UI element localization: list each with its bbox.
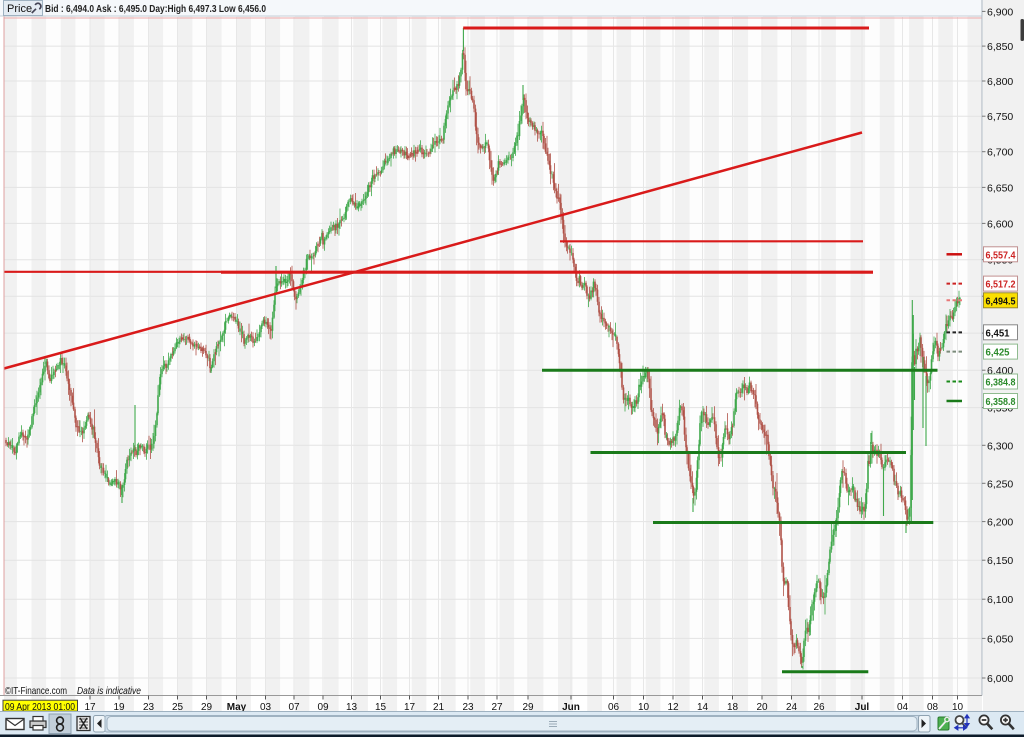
svg-text:24: 24	[786, 702, 798, 713]
svg-text:6,750: 6,750	[987, 111, 1013, 123]
svg-text:©IT-Finance.com: ©IT-Finance.com	[5, 685, 67, 697]
svg-text:09: 09	[317, 702, 329, 713]
svg-text:17: 17	[404, 702, 416, 713]
svg-text:6,100: 6,100	[987, 594, 1013, 606]
svg-text:18: 18	[727, 702, 739, 713]
svg-text:6,384.8: 6,384.8	[986, 377, 1016, 389]
svg-text:27: 27	[491, 702, 503, 713]
svg-text:07: 07	[288, 702, 300, 713]
svg-text:6,200: 6,200	[987, 517, 1013, 529]
svg-text:17: 17	[84, 702, 96, 713]
svg-text:6,517.2: 6,517.2	[986, 279, 1016, 291]
svg-text:26: 26	[813, 702, 825, 713]
svg-text:21: 21	[433, 702, 445, 713]
svg-text:May: May	[227, 702, 247, 713]
svg-text:Price: Price	[7, 3, 32, 15]
svg-text:6,425: 6,425	[986, 347, 1010, 359]
svg-text:10: 10	[638, 702, 650, 713]
svg-text:29: 29	[201, 702, 213, 713]
svg-text:25: 25	[172, 702, 184, 713]
svg-text:09 Apr 2013 01:00: 09 Apr 2013 01:00	[5, 702, 75, 713]
svg-text:14: 14	[697, 702, 709, 713]
svg-text:04: 04	[897, 702, 909, 713]
svg-text:6,800: 6,800	[987, 76, 1013, 88]
svg-text:6,451: 6,451	[986, 327, 1010, 339]
svg-text:6,150: 6,150	[987, 555, 1013, 567]
svg-text:6,050: 6,050	[987, 633, 1013, 645]
svg-text:6,700: 6,700	[987, 147, 1013, 159]
svg-text:6,600: 6,600	[987, 218, 1013, 230]
svg-text:08: 08	[927, 702, 939, 713]
svg-text:6,300: 6,300	[987, 440, 1013, 452]
svg-text:Data is indicative: Data is indicative	[77, 685, 141, 697]
svg-text:19: 19	[113, 702, 125, 713]
svg-text:29: 29	[522, 702, 534, 713]
svg-text:20: 20	[756, 702, 768, 713]
svg-text:Jun: Jun	[562, 702, 580, 713]
svg-text:10: 10	[952, 702, 964, 713]
svg-text:6,000: 6,000	[987, 673, 1013, 685]
svg-text:6,557.4: 6,557.4	[986, 249, 1016, 261]
svg-text:6,250: 6,250	[987, 478, 1013, 490]
svg-text:23: 23	[143, 702, 155, 713]
svg-text:6,650: 6,650	[987, 182, 1013, 194]
svg-text:06: 06	[608, 702, 620, 713]
svg-text:6,900: 6,900	[987, 6, 1013, 18]
svg-text:13: 13	[346, 702, 358, 713]
svg-text:6,494.5: 6,494.5	[986, 295, 1016, 307]
svg-text:12: 12	[667, 702, 679, 713]
svg-text:Bid : 6,494.0 Ask : 6,495.0 Da: Bid : 6,494.0 Ask : 6,495.0 Day:High 6,4…	[45, 3, 266, 15]
svg-text:6,850: 6,850	[987, 41, 1013, 53]
svg-text:03: 03	[260, 702, 272, 713]
svg-text:15: 15	[375, 702, 387, 713]
svg-text:23: 23	[462, 702, 474, 713]
svg-text:Jul: Jul	[855, 702, 870, 713]
svg-text:6,358.8: 6,358.8	[986, 396, 1016, 408]
